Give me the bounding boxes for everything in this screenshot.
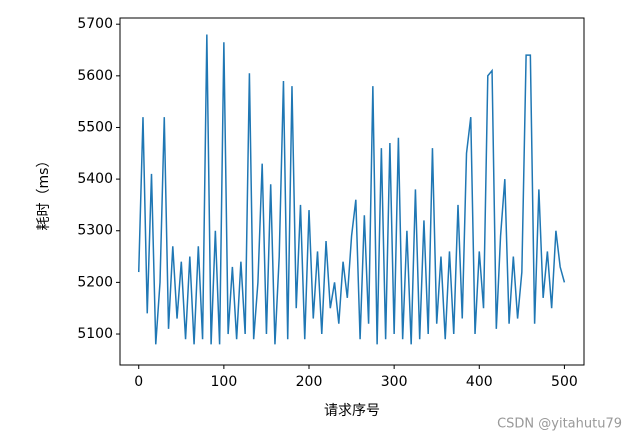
x-tick-label: 500 [551, 374, 578, 390]
y-tick-label: 5500 [77, 119, 113, 135]
plot-frame [119, 17, 585, 366]
x-tick-label: 0 [134, 374, 143, 390]
x-tick-label: 300 [381, 374, 408, 390]
data-line [137, 34, 566, 345]
x-tick-label: 100 [211, 374, 238, 390]
x-axis-label: 请求序号 [324, 403, 380, 419]
y-tick-label: 5700 [77, 16, 113, 32]
y-tick-label: 5200 [77, 274, 113, 290]
y-axis-label: 耗时（ms） [36, 154, 52, 231]
x-tick-label: 400 [466, 374, 493, 390]
x-tick-label: 200 [296, 374, 323, 390]
y-tick-label: 5300 [77, 223, 113, 239]
y-tick-label: 5100 [77, 326, 113, 342]
watermark: CSDN @yitahutu79 [497, 417, 622, 432]
y-tick-label: 5400 [77, 171, 113, 187]
y-tick-label: 5600 [77, 68, 113, 84]
